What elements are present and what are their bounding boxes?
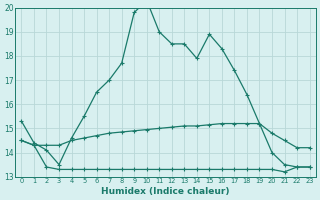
X-axis label: Humidex (Indice chaleur): Humidex (Indice chaleur): [101, 187, 230, 196]
